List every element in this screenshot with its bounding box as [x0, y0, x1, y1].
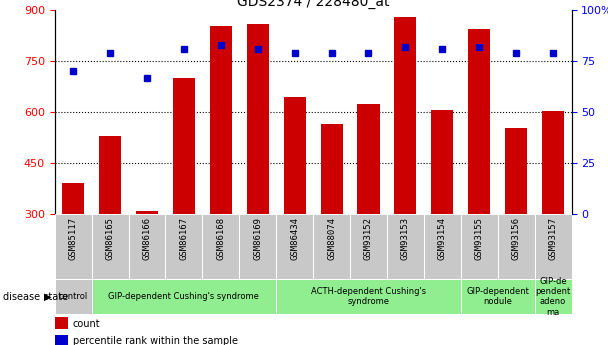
Text: GSM86168: GSM86168 [216, 217, 226, 260]
Bar [534, 214, 572, 279]
Bar [165, 214, 202, 279]
Bar [505, 128, 527, 214]
Text: percentile rank within the sample: percentile rank within the sample [73, 336, 238, 345]
Text: GSM93157: GSM93157 [548, 217, 558, 260]
Bar [202, 214, 240, 279]
Bar [313, 214, 350, 279]
Bar [276, 279, 461, 314]
Text: GSM93156: GSM93156 [512, 217, 520, 260]
Bar [542, 111, 564, 214]
Text: GSM93153: GSM93153 [401, 217, 410, 260]
Text: GIP-dependent
nodule: GIP-dependent nodule [466, 287, 529, 306]
Text: GSM86165: GSM86165 [106, 217, 114, 260]
Bar [431, 110, 454, 214]
Text: GSM93152: GSM93152 [364, 217, 373, 260]
Text: ▶: ▶ [44, 292, 52, 302]
Text: GIP-dependent Cushing's syndrome: GIP-dependent Cushing's syndrome [108, 292, 260, 301]
Bar [92, 279, 276, 314]
Text: GSM88074: GSM88074 [327, 217, 336, 260]
Bar [99, 136, 121, 214]
Bar [498, 214, 534, 279]
Bar [424, 214, 461, 279]
Bar [136, 210, 158, 214]
Bar [461, 279, 534, 314]
Bar [210, 26, 232, 214]
Text: GSM93155: GSM93155 [475, 217, 484, 260]
Bar [320, 124, 343, 214]
Text: GSM86169: GSM86169 [254, 217, 262, 260]
Bar [240, 214, 276, 279]
Bar [534, 279, 572, 314]
Text: GSM86166: GSM86166 [142, 217, 151, 260]
Text: GSM93154: GSM93154 [438, 217, 447, 260]
Text: disease state: disease state [3, 292, 68, 302]
Title: GDS2374 / 228480_at: GDS2374 / 228480_at [237, 0, 389, 9]
Text: GIP-de
pendent
adeno
ma: GIP-de pendent adeno ma [536, 277, 571, 317]
Bar [92, 214, 128, 279]
Bar [247, 24, 269, 214]
Bar [350, 214, 387, 279]
Bar [55, 279, 92, 314]
Bar [55, 335, 67, 345]
Bar [276, 214, 313, 279]
Bar [173, 78, 195, 214]
Text: GSM86434: GSM86434 [290, 217, 299, 260]
Bar [283, 97, 306, 214]
Bar [128, 214, 165, 279]
Bar [55, 214, 92, 279]
Bar [461, 214, 498, 279]
Bar [55, 317, 67, 329]
Text: count: count [73, 319, 100, 328]
Bar [468, 29, 490, 214]
Bar [395, 17, 416, 214]
Bar [62, 183, 85, 214]
Bar [358, 104, 379, 214]
Text: GSM85117: GSM85117 [69, 217, 78, 260]
Text: control: control [58, 292, 88, 301]
Bar [387, 214, 424, 279]
Text: GSM86167: GSM86167 [179, 217, 188, 260]
Text: ACTH-dependent Cushing's
syndrome: ACTH-dependent Cushing's syndrome [311, 287, 426, 306]
